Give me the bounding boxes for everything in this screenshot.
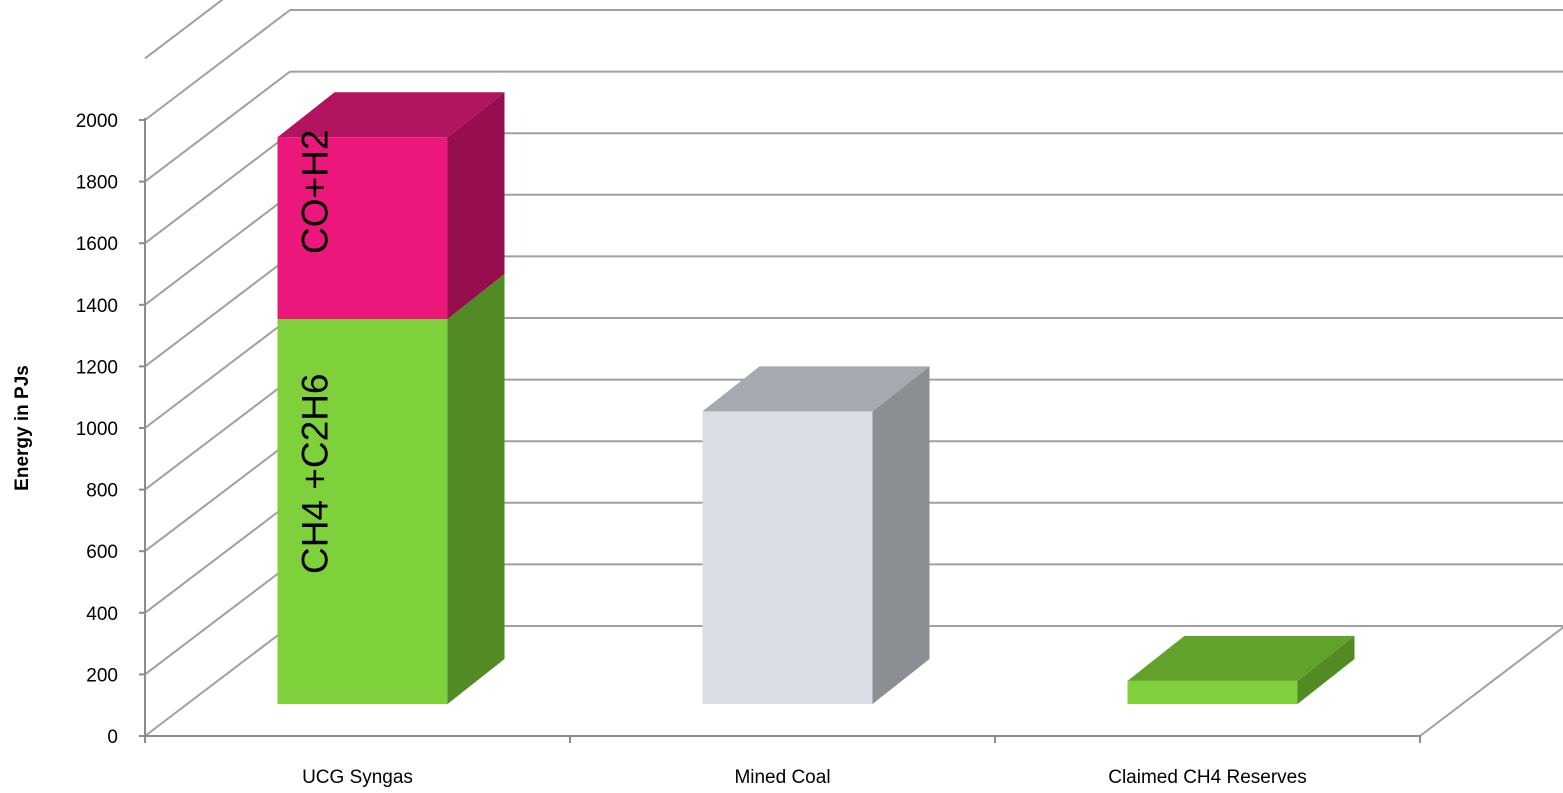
bar-front-face: [277, 137, 448, 319]
segment-label: CH4 +C2H6: [295, 373, 336, 574]
bar-top-face: [702, 366, 930, 412]
x-tick-labels: UCG Syngas Mined Coal Claimed CH4 Reserves: [302, 767, 1307, 788]
bar-side-face: [1297, 635, 1355, 704]
x-tick-label: Mined Coal: [734, 767, 830, 788]
bar-side-face: [447, 274, 505, 704]
y-axis-label: Energy in PJs: [12, 365, 33, 491]
y-tick-label: 200: [86, 665, 118, 686]
bar-side-face: [872, 366, 930, 704]
y-tick-label: 400: [86, 604, 118, 625]
gridline-diagonal: [144, 378, 291, 491]
floor-edge: [1419, 626, 1563, 737]
axes: [139, 118, 1421, 743]
y-tick-label: 1400: [76, 296, 118, 317]
gridline-diagonal: [144, 70, 291, 183]
y-tick-label: 0: [107, 727, 118, 748]
gridline-diagonal: [144, 502, 291, 614]
bar-top-face: [1127, 635, 1355, 681]
chart-walls: [1419, 626, 1563, 737]
gridline-diagonal: [144, 255, 291, 368]
y-tick-label: 1600: [76, 234, 118, 255]
y-tick-label: 800: [86, 481, 118, 502]
x-tick-label: UCG Syngas: [302, 767, 413, 788]
segment-label: CO+H2: [295, 130, 336, 254]
gridline-diagonal: [144, 194, 291, 306]
y-tick-label: 1800: [76, 173, 118, 194]
bars: CH4 +C2H6 CO+H2: [277, 92, 1355, 704]
gridline-diagonal: [144, 625, 291, 737]
y-tick-label: 2000: [76, 111, 118, 132]
gridline-diagonal: [144, 440, 291, 552]
gridline-diagonal: [144, 9, 291, 121]
bar-front-face: [1127, 680, 1298, 704]
bar-front-face: [277, 319, 448, 704]
x-tick-label: Claimed CH4 Reserves: [1108, 767, 1307, 788]
bar-side-face: [447, 92, 505, 319]
y-tick-label: 1200: [76, 357, 118, 378]
gridline-diagonal: [144, 132, 291, 244]
bar-top-face: [277, 92, 505, 138]
gridline-diagonal: [144, 563, 291, 676]
gridline-diagonal: [144, 0, 224, 60]
y-tick-label: 600: [86, 542, 118, 563]
gridline-diagonal: [144, 317, 291, 429]
y-tick-labels: 0 200 400 600 800 1000 1200 1400 1600 1800 2000: [76, 111, 118, 748]
y-tick-label: 1000: [76, 419, 118, 440]
bar-front-face: [702, 411, 873, 704]
